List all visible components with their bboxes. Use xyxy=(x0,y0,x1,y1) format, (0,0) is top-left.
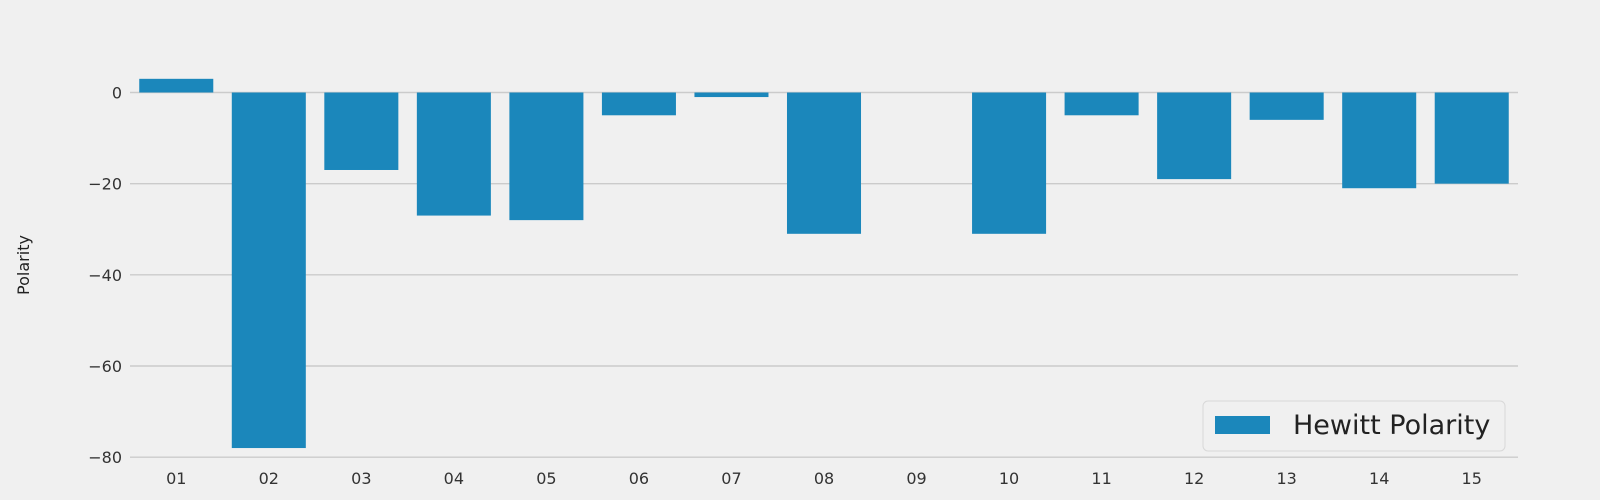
x-tick-label: 06 xyxy=(629,469,649,488)
x-tick-label: 07 xyxy=(721,469,741,488)
bar-10 xyxy=(972,92,1047,234)
x-tick-label: 11 xyxy=(1091,469,1111,488)
x-tick-label: 13 xyxy=(1276,469,1296,488)
legend-swatch xyxy=(1215,416,1270,434)
x-tick-label: 01 xyxy=(166,469,186,488)
x-tick-label: 14 xyxy=(1369,469,1389,488)
bar-12 xyxy=(1157,92,1232,180)
bar-11 xyxy=(1064,92,1139,116)
x-tick-label: 15 xyxy=(1462,469,1482,488)
legend: Hewitt Polarity xyxy=(1202,400,1506,452)
bar-14 xyxy=(1342,92,1417,189)
bar-07 xyxy=(694,92,769,98)
bar-15 xyxy=(1434,92,1509,184)
y-tick-label: −60 xyxy=(88,357,122,376)
y-tick-label: −20 xyxy=(88,175,122,194)
bar-08 xyxy=(786,92,862,234)
x-tick-label: 04 xyxy=(444,469,464,488)
x-tick-labels: 01 02 03 04 05 06 07 08 09 10 11 12 13 14 15 xyxy=(166,469,1482,488)
bars xyxy=(139,78,1509,449)
x-tick-label: 10 xyxy=(999,469,1019,488)
legend-frame xyxy=(1202,400,1506,452)
bar-06 xyxy=(601,92,676,116)
bar-13 xyxy=(1249,92,1324,120)
y-tick-label: −80 xyxy=(88,448,122,467)
y-tick-label: 0 xyxy=(112,84,122,103)
y-tick-labels: 0 −20 −40 −60 −80 xyxy=(88,84,122,468)
x-tick-label: 03 xyxy=(351,469,371,488)
bar-02 xyxy=(231,92,306,449)
x-tick-label: 08 xyxy=(814,469,834,488)
bar-01 xyxy=(139,78,214,93)
x-tick-label: 09 xyxy=(906,469,926,488)
bar-04 xyxy=(416,92,491,216)
bar-05 xyxy=(509,92,584,221)
x-tick-label: 12 xyxy=(1184,469,1204,488)
legend-label: Hewitt Polarity xyxy=(1293,410,1490,441)
y-axis-label: Polarity xyxy=(14,235,33,295)
y-tick-label: −40 xyxy=(88,266,122,285)
x-tick-label: 02 xyxy=(259,469,279,488)
x-tick-label: 05 xyxy=(536,469,556,488)
bar-03 xyxy=(324,92,399,170)
